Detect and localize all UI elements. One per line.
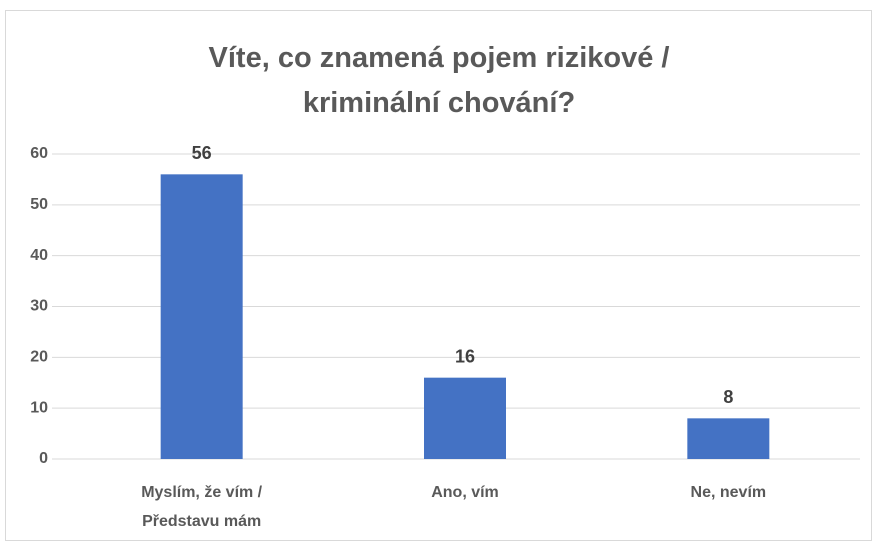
x-tick-label: Ne, nevím [690, 484, 767, 501]
y-tick-label: 20 [30, 349, 48, 366]
chart-title: Víte, co znamená pojem rizikové / krimin… [208, 42, 670, 119]
data-label: 56 [192, 143, 212, 163]
y-tick-label: 40 [30, 247, 48, 264]
data-label: 8 [723, 387, 733, 407]
bar [687, 418, 770, 459]
y-tick-label: 50 [30, 196, 48, 213]
chart-border [5, 10, 872, 541]
x-tick-label: Ano, vím [431, 484, 499, 501]
y-tick-label: 10 [30, 399, 48, 416]
data-label: 16 [455, 346, 475, 366]
bar [424, 377, 506, 459]
y-tick-label: 0 [39, 450, 48, 467]
x-tick-label: Myslím, že vím / Představu mám [141, 484, 263, 530]
y-tick-label: 60 [30, 145, 48, 162]
bar [160, 174, 243, 460]
y-tick-label: 30 [30, 298, 48, 315]
